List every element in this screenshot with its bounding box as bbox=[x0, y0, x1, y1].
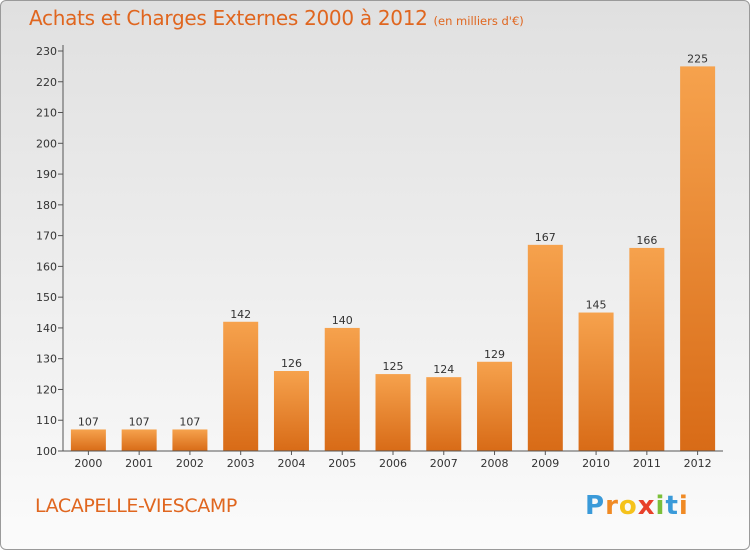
y-tick-label-140: 140 bbox=[36, 322, 57, 335]
bar-2008 bbox=[477, 361, 513, 451]
logo-letter: o bbox=[618, 491, 638, 521]
x-tick-label-2011: 2011 bbox=[633, 457, 661, 470]
bar-2007 bbox=[426, 377, 462, 451]
x-tick-label-2009: 2009 bbox=[531, 457, 559, 470]
value-label-2001: 107 bbox=[129, 415, 150, 428]
x-tick-label-2005: 2005 bbox=[328, 457, 356, 470]
logo-letter: t bbox=[665, 491, 679, 521]
x-tick-label-2010: 2010 bbox=[582, 457, 610, 470]
x-tick-label-2012: 2012 bbox=[684, 457, 712, 470]
chart-title: Achats et Charges Externes 2000 à 2012 (e… bbox=[29, 6, 524, 30]
y-tick-label-210: 210 bbox=[36, 107, 57, 120]
value-label-2003: 142 bbox=[230, 308, 251, 321]
proxiti-logo: Proxiti bbox=[585, 491, 689, 521]
x-tick-label-2003: 2003 bbox=[227, 457, 255, 470]
value-label-2005: 140 bbox=[332, 314, 353, 327]
bar-2001 bbox=[121, 429, 157, 451]
logo-letter: x bbox=[637, 491, 656, 521]
bar-2003 bbox=[223, 321, 259, 451]
value-label-2012: 225 bbox=[687, 52, 708, 65]
bar-2005 bbox=[324, 327, 360, 451]
y-tick-label-220: 220 bbox=[36, 76, 57, 89]
value-label-2004: 126 bbox=[281, 357, 302, 370]
chart-subtitle: (en milliers d'€) bbox=[433, 14, 524, 28]
logo-letter: r bbox=[605, 491, 619, 521]
bar-2011 bbox=[629, 247, 665, 451]
y-tick-label-230: 230 bbox=[36, 45, 57, 58]
location-name: LACAPELLE-VIESCAMP bbox=[35, 495, 237, 517]
logo-letter: P bbox=[585, 491, 606, 521]
x-tick-label-2007: 2007 bbox=[430, 457, 458, 470]
value-label-2002: 107 bbox=[179, 415, 200, 428]
value-label-2000: 107 bbox=[78, 415, 99, 428]
bar-2012 bbox=[680, 66, 716, 451]
value-label-2010: 145 bbox=[586, 299, 607, 312]
bar-2004 bbox=[273, 371, 309, 451]
x-tick-label-2002: 2002 bbox=[176, 457, 204, 470]
y-tick-label-110: 110 bbox=[36, 414, 57, 427]
value-label-2011: 166 bbox=[636, 234, 657, 247]
y-tick-label-130: 130 bbox=[36, 353, 57, 366]
y-tick-label-100: 100 bbox=[36, 445, 57, 458]
y-tick-label-190: 190 bbox=[36, 168, 57, 181]
y-tick-label-120: 120 bbox=[36, 383, 57, 396]
logo-letter: i bbox=[655, 491, 666, 521]
x-tick-label-2008: 2008 bbox=[481, 457, 509, 470]
bar-2010 bbox=[578, 312, 614, 451]
bar-2006 bbox=[375, 374, 411, 451]
bar-2002 bbox=[172, 429, 208, 451]
x-tick-label-2004: 2004 bbox=[277, 457, 305, 470]
x-tick-label-2006: 2006 bbox=[379, 457, 407, 470]
value-label-2009: 167 bbox=[535, 231, 556, 244]
x-tick-label-2001: 2001 bbox=[125, 457, 153, 470]
y-tick-label-200: 200 bbox=[36, 137, 57, 150]
value-label-2006: 125 bbox=[383, 360, 404, 373]
bar-2000 bbox=[70, 429, 106, 451]
y-tick-label-150: 150 bbox=[36, 291, 57, 304]
y-tick-label-170: 170 bbox=[36, 230, 57, 243]
y-tick-label-160: 160 bbox=[36, 260, 57, 273]
value-label-2008: 129 bbox=[484, 348, 505, 361]
y-tick-label-180: 180 bbox=[36, 199, 57, 212]
logo-letter: i bbox=[678, 491, 689, 521]
x-tick-label-2000: 2000 bbox=[74, 457, 102, 470]
chart-title-text: Achats et Charges Externes 2000 à 2012 bbox=[29, 6, 428, 30]
value-label-2007: 124 bbox=[433, 363, 454, 376]
bar-2009 bbox=[527, 244, 563, 451]
